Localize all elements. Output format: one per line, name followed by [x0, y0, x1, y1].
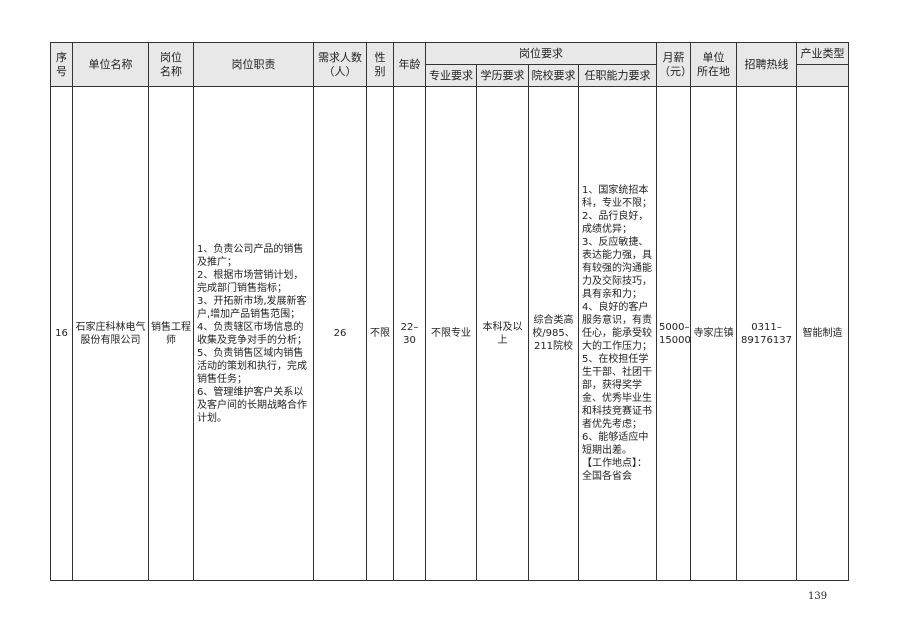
header-seq: 序号 [50, 42, 73, 87]
header-duties: 岗位职责 [193, 42, 314, 87]
cell-salary: 5000– 15000 [656, 86, 691, 581]
header-industry-blank [796, 64, 849, 87]
header-major: 专业要求 [425, 64, 477, 87]
header-requirements: 岗位要求 [425, 42, 657, 65]
cell-gender: 不限 [366, 86, 394, 581]
header-salary: 月薪 （元） [656, 42, 691, 87]
header-education: 学历要求 [476, 64, 529, 87]
subheader-row: 专业要求 学历要求 院校要求 任职能力要求 [51, 64, 849, 87]
cell-position: 销售工程师 [148, 86, 194, 581]
cell-company: 石家庄科林电气股份有限公司 [72, 86, 149, 581]
cell-count: 26 [313, 86, 367, 581]
header-position: 岗位 名称 [148, 42, 194, 87]
header-row: 序号 单位名称 岗位 名称 岗位职责 需求人数 （人） 性 别 年龄 岗位要求 … [50, 42, 849, 87]
cell-school: 综合类高校/985、211院校 [528, 86, 579, 581]
page-number: 139 [808, 591, 828, 602]
cell-age: 22– 30 [393, 86, 426, 581]
cell-duties: 1、负责公司产品的销售及推广； 2、根据市场营销计划，完成部门销售指标； 3、开… [193, 86, 314, 581]
cell-major: 不限专业 [425, 86, 477, 581]
table-row: 16 石家庄科林电气股份有限公司 销售工程师 1、负责公司产品的销售及推广； 2… [50, 86, 849, 581]
header-company: 单位名称 [72, 42, 149, 87]
cell-education: 本科及以上 [476, 86, 529, 581]
header-count: 需求人数 （人） [313, 42, 367, 87]
cell-ability: 1、国家统招本科，专业不限； 2、品行良好，成绩优异； 3、反应敏捷、表达能力强… [578, 86, 657, 581]
header-age: 年龄 [393, 42, 426, 87]
cell-hotline: 0311– 89176137 [736, 86, 797, 581]
header-industry: 产业类型 [796, 42, 849, 65]
header-hotline: 招聘热线 [736, 42, 797, 87]
header-gender: 性 别 [366, 42, 394, 87]
job-table: 序号 单位名称 岗位 名称 岗位职责 需求人数 （人） 性 别 年龄 岗位要求 … [50, 42, 849, 581]
cell-location: 寺家庄镇 [690, 86, 737, 581]
cell-seq: 16 [50, 86, 73, 581]
cell-industry: 智能制造 [796, 86, 849, 581]
header-ability: 任职能力要求 [578, 64, 657, 87]
header-location: 单位 所在地 [690, 42, 737, 87]
header-school: 院校要求 [528, 64, 579, 87]
